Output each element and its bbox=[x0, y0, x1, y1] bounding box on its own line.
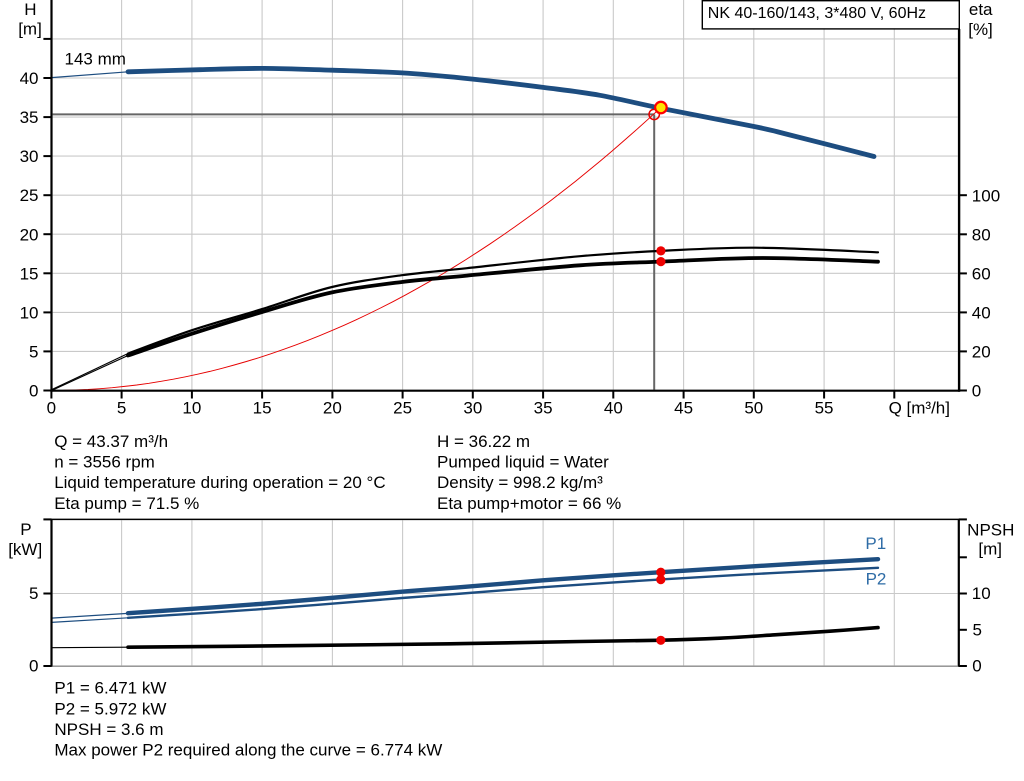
svg-text:30: 30 bbox=[463, 398, 482, 417]
svg-text:15: 15 bbox=[253, 398, 272, 417]
svg-text:40: 40 bbox=[604, 398, 623, 417]
svg-text:0: 0 bbox=[29, 657, 38, 676]
svg-text:35: 35 bbox=[534, 398, 553, 417]
svg-text:n = 3556 rpm: n = 3556 rpm bbox=[54, 453, 155, 472]
svg-text:20: 20 bbox=[20, 225, 39, 244]
svg-text:25: 25 bbox=[20, 186, 39, 205]
svg-text:P: P bbox=[20, 520, 31, 539]
svg-text:30: 30 bbox=[20, 147, 39, 166]
svg-text:20: 20 bbox=[972, 342, 991, 361]
svg-text:Density = 998.2 kg/m³: Density = 998.2 kg/m³ bbox=[437, 473, 603, 492]
svg-text:Max power P2 required along th: Max power P2 required along the curve = … bbox=[54, 741, 442, 760]
svg-text:Liquid temperature during oper: Liquid temperature during operation = 20… bbox=[54, 473, 385, 492]
svg-text:H = 36.22 m: H = 36.22 m bbox=[437, 432, 530, 451]
svg-text:5: 5 bbox=[973, 620, 982, 639]
svg-text:Q = 43.37 m³/h: Q = 43.37 m³/h bbox=[54, 432, 168, 451]
svg-text:40: 40 bbox=[972, 303, 991, 322]
svg-text:Eta pump = 71.5 %: Eta pump = 71.5 % bbox=[54, 494, 199, 513]
svg-text:0: 0 bbox=[972, 382, 981, 401]
svg-text:100: 100 bbox=[972, 186, 1000, 205]
svg-text:0: 0 bbox=[972, 657, 981, 676]
svg-text:5: 5 bbox=[117, 398, 126, 417]
svg-text:H: H bbox=[24, 0, 36, 19]
svg-text:20: 20 bbox=[323, 398, 342, 417]
svg-text:P1: P1 bbox=[865, 534, 886, 553]
svg-text:Eta pump+motor = 66 %: Eta pump+motor = 66 % bbox=[437, 494, 621, 513]
svg-text:40: 40 bbox=[20, 69, 39, 88]
svg-text:[%]: [%] bbox=[968, 20, 993, 39]
svg-text:0: 0 bbox=[29, 382, 38, 401]
svg-text:60: 60 bbox=[972, 264, 991, 283]
svg-text:[m]: [m] bbox=[18, 20, 42, 39]
svg-text:eta: eta bbox=[969, 0, 993, 19]
svg-text:45: 45 bbox=[674, 398, 693, 417]
svg-text:P2 = 5.972 kW: P2 = 5.972 kW bbox=[54, 699, 166, 718]
svg-text:NK 40-160/143, 3*480 V, 60Hz: NK 40-160/143, 3*480 V, 60Hz bbox=[708, 5, 926, 22]
svg-text:NPSH: NPSH bbox=[967, 520, 1014, 539]
svg-text:[m]: [m] bbox=[978, 539, 1002, 558]
svg-text:P2: P2 bbox=[866, 570, 887, 589]
svg-text:80: 80 bbox=[972, 225, 991, 244]
svg-text:[kW]: [kW] bbox=[8, 540, 42, 559]
svg-text:55: 55 bbox=[815, 398, 834, 417]
svg-text:NPSH = 3.6 m: NPSH = 3.6 m bbox=[54, 720, 163, 739]
svg-text:Pumped liquid = Water: Pumped liquid = Water bbox=[437, 453, 609, 472]
svg-text:10: 10 bbox=[182, 398, 201, 417]
svg-text:5: 5 bbox=[29, 584, 38, 603]
svg-text:P1 = 6.471 kW: P1 = 6.471 kW bbox=[54, 679, 166, 698]
svg-text:50: 50 bbox=[744, 398, 763, 417]
svg-text:35: 35 bbox=[20, 108, 39, 127]
svg-text:143 mm: 143 mm bbox=[65, 49, 126, 68]
svg-text:0: 0 bbox=[47, 398, 56, 417]
svg-text:5: 5 bbox=[29, 342, 38, 361]
svg-text:10: 10 bbox=[972, 584, 991, 603]
svg-text:Q [m³/h]: Q [m³/h] bbox=[889, 398, 950, 417]
svg-text:10: 10 bbox=[20, 303, 39, 322]
svg-text:15: 15 bbox=[20, 264, 39, 283]
svg-text:25: 25 bbox=[393, 398, 412, 417]
